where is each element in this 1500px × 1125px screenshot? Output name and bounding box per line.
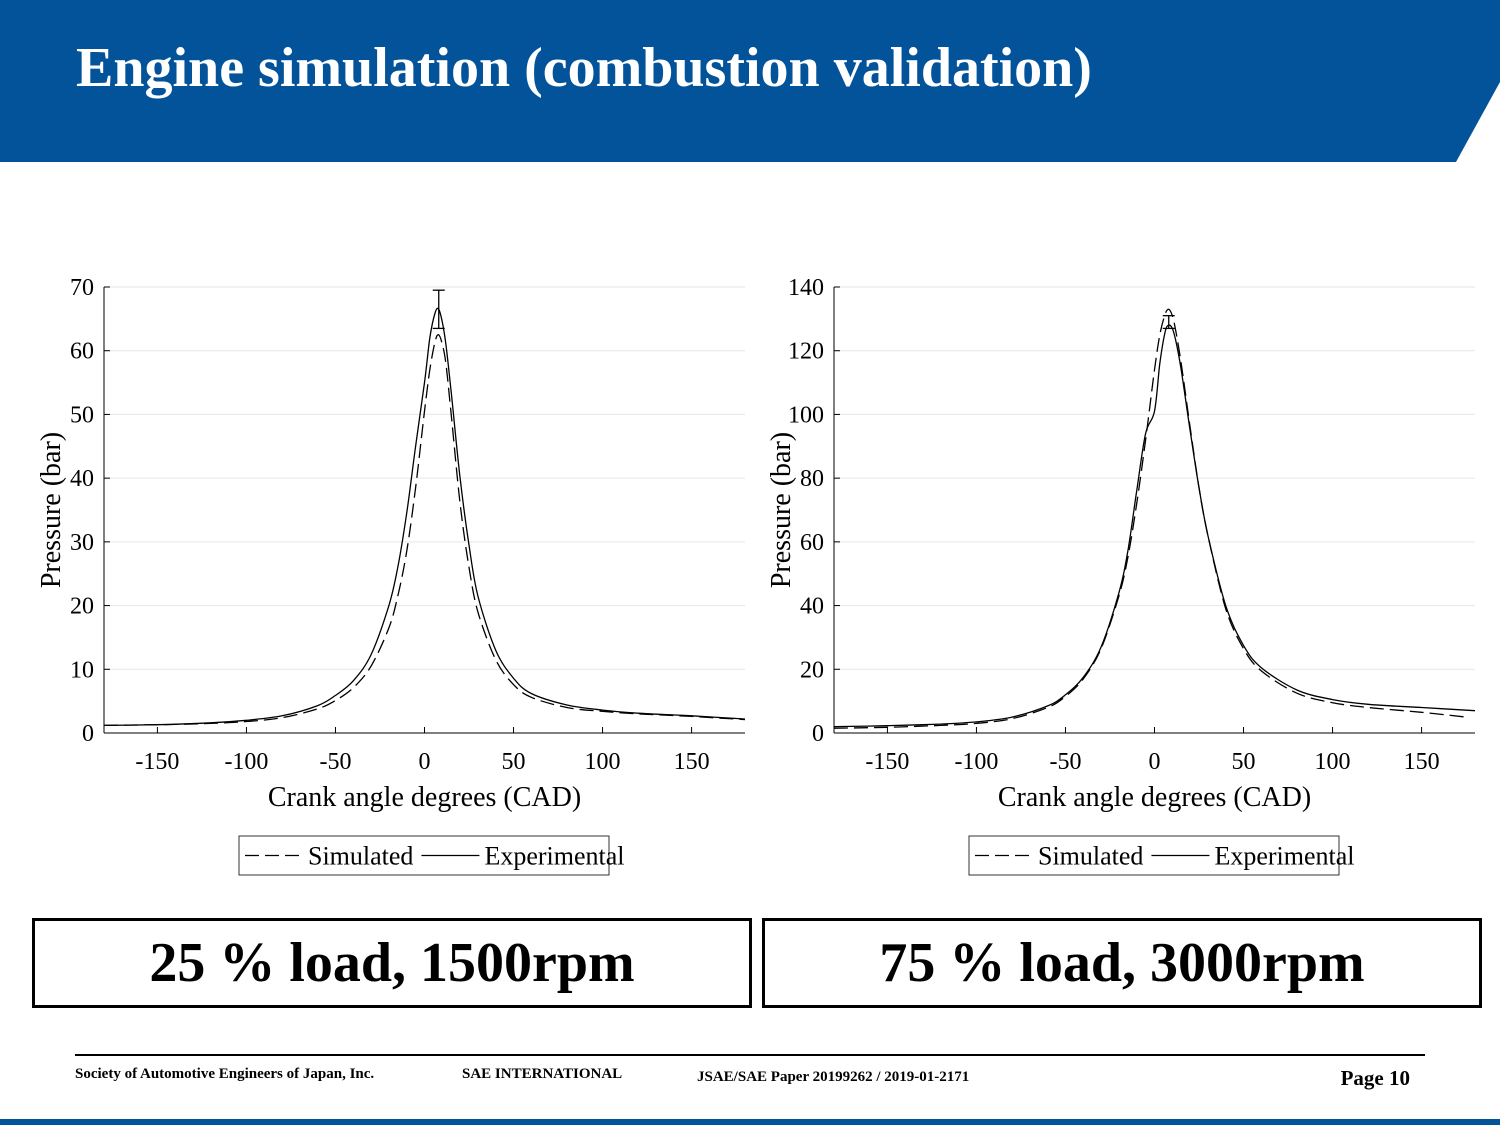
x-tick-label: 100 — [585, 749, 621, 775]
x-tick-label: 50 — [502, 749, 526, 775]
y-tick-label: 0 — [812, 721, 824, 747]
header-bar: Engine simulation (combustion validation… — [0, 0, 1500, 162]
footer-org: Society of Automotive Engineers of Japan… — [75, 1066, 375, 1082]
header-background — [0, 0, 1500, 162]
y-tick-label: 40 — [800, 594, 824, 620]
y-tick-label: 30 — [70, 530, 94, 556]
series-line-simulated — [833, 308, 1467, 729]
slide-title: Engine simulation (combustion validation… — [76, 37, 1092, 99]
series-line-simulated — [103, 334, 746, 727]
x-tick-label: -100 — [954, 749, 998, 775]
y-tick-label: 40 — [70, 466, 94, 492]
y-tick-label: 70 — [70, 275, 94, 301]
x-tick-label: 100 — [1315, 749, 1351, 775]
x-axis-label: Crank angle degrees (CAD) — [268, 782, 581, 813]
x-axis-label: Crank angle degrees (CAD) — [998, 782, 1311, 813]
x-tick-label: -150 — [135, 749, 179, 775]
footer-rule — [75, 1054, 1425, 1056]
chart-right: 0 20 40 60 80 100 120 140 -150 -100 -50 0 50 100 150 Cr… — [730, 270, 1476, 890]
legend-label-experimental: Experimental — [1214, 842, 1354, 871]
caption-left: 25 % load, 1500rpm — [149, 932, 635, 994]
x-tick-label: -50 — [1049, 749, 1081, 775]
y-tick-label: 20 — [70, 594, 94, 620]
legend-label-simulated: Simulated — [308, 842, 413, 871]
caption-box-left: 25 % load, 1500rpm — [32, 918, 752, 1008]
y-tick-label: 10 — [70, 657, 94, 683]
footer-paper: JSAE/SAE Paper 20199262 / 2019-01-2171 — [697, 1069, 970, 1085]
x-tick-label: 150 — [1404, 749, 1440, 775]
y-axis-label: Pressure (bar) — [766, 432, 797, 588]
y-tick-label: 60 — [70, 339, 94, 365]
bottom-bar — [0, 1119, 1500, 1125]
chart-right-plot: 0 20 40 60 80 100 120 140 -150 -100 -50 0 50 100 150 Cr… — [766, 275, 1476, 876]
x-tick-label: 0 — [1149, 749, 1161, 775]
y-tick-label: 60 — [800, 530, 824, 556]
series-line-experimental — [103, 307, 746, 727]
x-tick-label: 150 — [674, 749, 710, 775]
page-number: Page 10 — [1340, 1066, 1410, 1090]
series-line-experimental — [833, 324, 1476, 728]
legend-label-experimental: Experimental — [484, 842, 624, 871]
x-tick-label: 50 — [1232, 749, 1256, 775]
y-tick-label: 50 — [70, 402, 94, 428]
y-tick-label: 80 — [800, 466, 824, 492]
footer-sae: SAE INTERNATIONAL — [462, 1066, 623, 1082]
y-tick-label: 20 — [800, 657, 824, 683]
x-tick-label: 0 — [419, 749, 431, 775]
y-tick-label: 120 — [788, 339, 824, 365]
caption-box-right: 75 % load, 3000rpm — [762, 918, 1482, 1008]
x-tick-label: -150 — [865, 749, 909, 775]
y-tick-label: 100 — [788, 402, 824, 428]
y-axis-label: Pressure (bar) — [36, 432, 67, 588]
y-tick-label: 140 — [788, 275, 824, 301]
chart-left-plot: 0 10 20 30 40 50 60 70 -150 -100 -50 0 50 100 150 Crank… — [36, 275, 746, 876]
x-tick-label: -50 — [319, 749, 351, 775]
x-tick-label: -100 — [224, 749, 268, 775]
legend-label-simulated: Simulated — [1038, 842, 1143, 871]
caption-right: 75 % load, 3000rpm — [879, 932, 1365, 994]
y-tick-label: 0 — [82, 721, 94, 747]
chart-left: 0 10 20 30 40 50 60 70 -150 -100 -50 0 50 100 150 Crank… — [0, 270, 746, 890]
